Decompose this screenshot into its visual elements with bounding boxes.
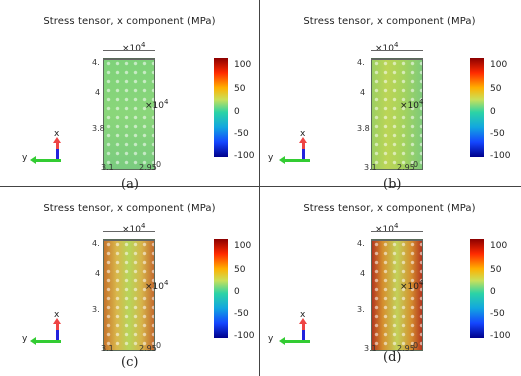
top-scale-exponent: ×104 bbox=[122, 222, 146, 235]
tick-label: 2.95 bbox=[397, 163, 415, 172]
axis-x-arrow bbox=[299, 137, 307, 160]
axis-x-arrow bbox=[299, 318, 307, 341]
panel-title: Stress tensor, x component (MPa) bbox=[43, 203, 216, 214]
panel-caption: (b) bbox=[383, 177, 402, 192]
side-scale-exponent: ×104 bbox=[400, 98, 424, 111]
tick-label: 3.1 bbox=[101, 163, 114, 172]
top-scale-exponent: ×104 bbox=[375, 222, 399, 235]
tick-label: 4 bbox=[95, 269, 101, 278]
side-scale-exponent: ×104 bbox=[145, 279, 169, 292]
tick-label: 4 bbox=[360, 88, 366, 97]
panel-c: Stress tensor, x component (MPa) ×104 4.… bbox=[0, 187, 259, 373]
stress-plate bbox=[103, 231, 155, 351]
colorbar bbox=[470, 58, 484, 157]
colorbar-label: 0 bbox=[234, 107, 240, 117]
axis-x-label: x bbox=[300, 129, 306, 139]
colorbar-label: 0 bbox=[490, 287, 496, 297]
colorbar-label: 100 bbox=[490, 60, 508, 70]
axis-y-label: y bbox=[268, 153, 274, 163]
tick-label: 2.95 bbox=[139, 344, 157, 353]
colorbar-label: 50 bbox=[490, 84, 502, 94]
colorbar-label: -100 bbox=[234, 331, 255, 341]
perforation-pattern bbox=[372, 240, 422, 350]
tick-label: 3.8 bbox=[357, 124, 370, 133]
colorbar-label: -50 bbox=[234, 129, 249, 139]
colorbar-label: -100 bbox=[234, 151, 255, 161]
tick-label: 4 bbox=[95, 88, 101, 97]
axis-y-arrow bbox=[30, 156, 61, 164]
colorbar bbox=[470, 239, 484, 338]
panel-a: Stress tensor, x component (MPa) ×104 4.… bbox=[0, 0, 259, 192]
side-scale-exponent: ×104 bbox=[145, 98, 169, 111]
axis-x-label: x bbox=[54, 310, 60, 320]
stress-plate bbox=[371, 231, 423, 351]
tick-label: 4. bbox=[92, 58, 100, 67]
colorbar-label: 0 bbox=[490, 107, 496, 117]
side-scale-exponent: ×104 bbox=[400, 279, 424, 292]
perforation-pattern bbox=[372, 59, 422, 169]
tick-label: 0 bbox=[156, 341, 162, 350]
colorbar-label: 100 bbox=[234, 60, 252, 70]
colorbar-label: 50 bbox=[234, 265, 246, 275]
tick-label: 2.95 bbox=[397, 344, 415, 353]
axis-y-arrow bbox=[30, 337, 61, 345]
tick-label: 4. bbox=[92, 239, 100, 248]
colorbar-label: 100 bbox=[490, 241, 508, 251]
axis-x-label: x bbox=[54, 129, 60, 139]
horizontal-divider bbox=[0, 186, 521, 187]
tick-label: 4. bbox=[357, 58, 365, 67]
tick-label: 2.95 bbox=[139, 163, 157, 172]
tick-label: 3. bbox=[357, 305, 365, 314]
axis-x-arrow bbox=[53, 137, 61, 160]
perforation-pattern bbox=[104, 240, 154, 350]
tick-label: 3.1 bbox=[101, 344, 114, 353]
axis-y-arrow bbox=[279, 337, 310, 345]
tick-label: 3.8 bbox=[92, 124, 105, 133]
panel-caption: (d) bbox=[383, 350, 402, 365]
axis-y-arrow bbox=[279, 156, 310, 164]
colorbar-label: -50 bbox=[490, 309, 505, 319]
colorbar-label: -100 bbox=[490, 331, 511, 341]
panel-caption: (c) bbox=[121, 355, 139, 370]
axis-y-label: y bbox=[268, 334, 274, 344]
panel-d: Stress tensor, x component (MPa) ×104 4.… bbox=[260, 187, 519, 373]
stress-plate bbox=[371, 50, 423, 170]
axis-x-arrow bbox=[53, 318, 61, 341]
tick-label: 4. bbox=[357, 239, 365, 248]
perforation-pattern bbox=[104, 59, 154, 169]
stress-plate bbox=[103, 50, 155, 170]
vertical-divider bbox=[259, 0, 260, 376]
panel-caption: (a) bbox=[121, 177, 139, 192]
axis-x-label: x bbox=[300, 310, 306, 320]
tick-label: 0 bbox=[156, 160, 162, 169]
tick-label: 3.1 bbox=[364, 163, 377, 172]
colorbar-label: -100 bbox=[490, 151, 511, 161]
top-scale-exponent: ×104 bbox=[122, 41, 146, 54]
tick-label: 4 bbox=[360, 269, 366, 278]
tick-label: 3.1 bbox=[364, 344, 377, 353]
axis-y-label: y bbox=[22, 334, 28, 344]
panel-title: Stress tensor, x component (MPa) bbox=[303, 16, 476, 27]
tick-label: 3. bbox=[92, 305, 100, 314]
colorbar-label: -50 bbox=[234, 309, 249, 319]
colorbar-label: 50 bbox=[234, 84, 246, 94]
axis-y-label: y bbox=[22, 153, 28, 163]
panel-b: Stress tensor, x component (MPa) ×104 4.… bbox=[260, 0, 519, 192]
colorbar bbox=[214, 239, 228, 338]
colorbar-label: 100 bbox=[234, 241, 252, 251]
tick-label: 0 bbox=[413, 160, 419, 169]
tick-label: 0 bbox=[413, 341, 419, 350]
panel-title: Stress tensor, x component (MPa) bbox=[43, 16, 216, 27]
panel-title: Stress tensor, x component (MPa) bbox=[303, 203, 476, 214]
colorbar-label: 0 bbox=[234, 287, 240, 297]
colorbar-label: 50 bbox=[490, 265, 502, 275]
colorbar-label: -50 bbox=[490, 129, 505, 139]
top-scale-exponent: ×104 bbox=[375, 41, 399, 54]
colorbar bbox=[214, 58, 228, 157]
